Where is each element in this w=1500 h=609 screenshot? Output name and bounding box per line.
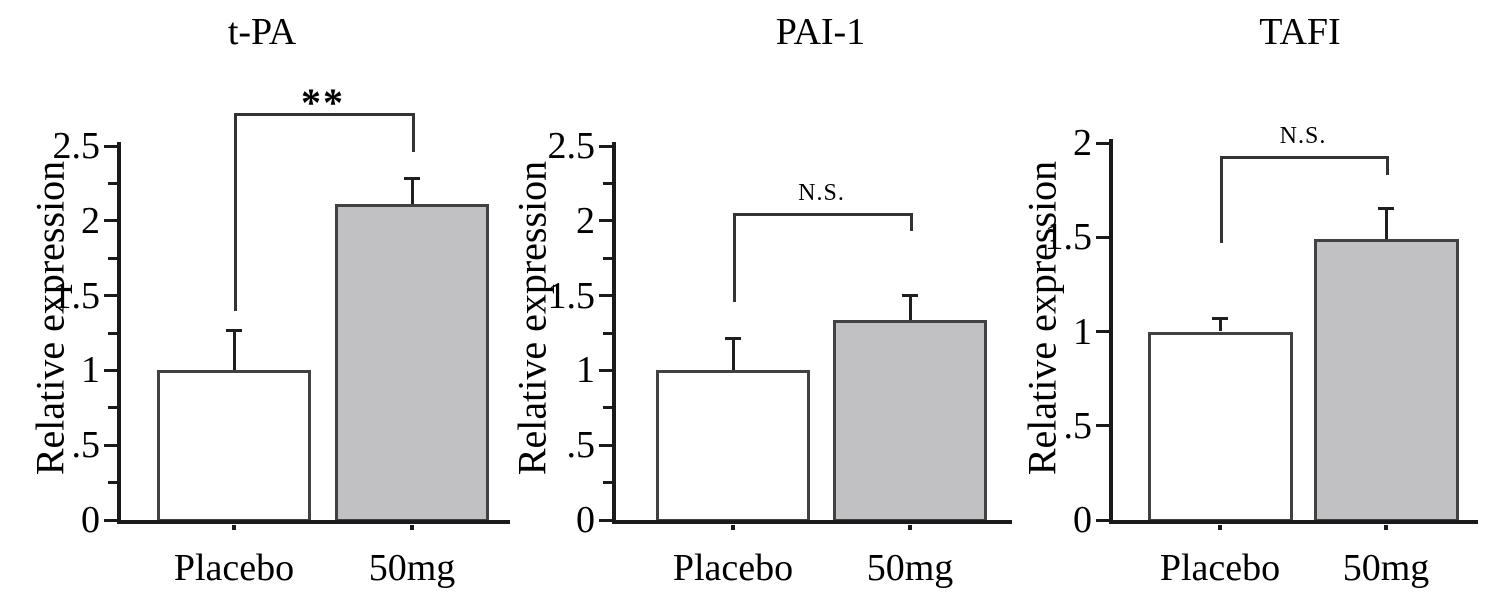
y-tick-minor — [603, 256, 612, 260]
y-tick-major — [1096, 424, 1109, 428]
significance-bracket-right-leg — [412, 113, 415, 152]
error-bar-cap — [1378, 207, 1394, 211]
y-tick-minor — [108, 256, 117, 260]
y-tick-major — [1096, 235, 1109, 239]
y-tick-major — [599, 144, 612, 148]
y-tick-label: 0 — [81, 499, 100, 541]
y-tick-major — [104, 219, 117, 223]
x-category-label: 50mg — [368, 547, 456, 589]
error-bar-stem — [908, 295, 912, 320]
y-tick-minor — [603, 331, 612, 335]
x-tick — [1218, 525, 1222, 530]
chart-title: PAI-1 — [775, 11, 866, 53]
significance-bracket-right-leg — [1386, 156, 1389, 176]
y-tick-minor — [603, 481, 612, 485]
y-tick-major — [599, 518, 612, 522]
y-tick-label: 2 — [1073, 122, 1092, 164]
y-tick-label: 1.5 — [547, 274, 596, 317]
significance-bracket-right-leg — [910, 213, 913, 232]
error-bar-cap — [226, 328, 242, 332]
x-category-label: Placebo — [173, 547, 295, 589]
error-bar-stem — [1384, 208, 1388, 240]
y-tick-label: 1 — [1073, 310, 1092, 353]
y-axis-line — [1109, 139, 1113, 524]
x-tick — [908, 525, 912, 530]
y-tick-label: 2 — [576, 199, 595, 242]
x-category-label: Placebo — [1159, 547, 1281, 589]
y-tick-major — [599, 443, 612, 447]
y-tick-minor — [603, 181, 612, 185]
x-axis-line — [612, 520, 1012, 524]
significance-bracket-left-leg — [1220, 156, 1223, 243]
y-tick-minor — [108, 481, 117, 485]
y-tick-major — [599, 368, 612, 372]
x-category-label: 50mg — [1342, 547, 1430, 589]
y-tick-label: 0 — [576, 499, 595, 541]
y-tick-major — [104, 443, 117, 447]
y-tick-minor — [108, 331, 117, 335]
y-tick-label: 2 — [81, 199, 100, 242]
x-category-label: Placebo — [672, 547, 794, 589]
chart-panel-tafi: TAFI Relative expression 0.5 1 1.5 2 N.S. P… — [1000, 0, 1500, 609]
y-tick-minor — [603, 406, 612, 410]
y-tick-minor — [108, 181, 117, 185]
dose-50mg-bar — [833, 319, 987, 522]
error-bar-cap — [902, 294, 918, 298]
significance-label: ** — [301, 80, 345, 126]
y-tick-major — [1096, 330, 1109, 333]
placebo-bar — [1147, 331, 1293, 522]
y-tick-major — [1096, 518, 1109, 522]
significance-bracket — [1220, 156, 1389, 160]
placebo-bar — [157, 370, 311, 522]
y-tick-label: 1.5 — [52, 274, 101, 317]
error-bar-cap — [725, 337, 741, 341]
dose-50mg-bar — [335, 204, 489, 522]
y-axis-line — [612, 142, 616, 524]
significance-bracket-left-leg — [234, 113, 237, 311]
y-tick-label: 2.5 — [547, 125, 596, 167]
y-tick-minor — [108, 406, 117, 410]
x-tick — [1384, 525, 1388, 530]
error-bar-stem — [731, 338, 735, 371]
x-tick — [232, 525, 236, 530]
y-tick-major — [104, 144, 117, 148]
error-bar-cap — [1212, 316, 1228, 320]
x-tick — [410, 525, 414, 530]
y-tick-label: 0 — [1073, 499, 1092, 541]
significance-bracket-left-leg — [733, 213, 736, 302]
x-tick — [731, 525, 735, 530]
y-tick-label: 2.5 — [52, 125, 101, 167]
chart-title: t-PA — [227, 11, 297, 53]
x-category-label: 50mg — [866, 547, 954, 589]
significance-label: N.S. — [798, 180, 845, 207]
y-tick-major — [104, 368, 117, 372]
y-tick-major — [1096, 141, 1109, 145]
y-tick-major — [599, 294, 612, 298]
chart-title: TAFI — [1259, 11, 1341, 53]
significance-bracket — [733, 213, 913, 217]
significance-label: N.S. — [1279, 123, 1327, 150]
y-tick-major — [104, 518, 117, 522]
error-bar-cap — [404, 177, 420, 181]
y-tick-label: 1 — [81, 349, 100, 392]
error-bar-stem — [1218, 318, 1222, 332]
placebo-bar — [656, 370, 810, 522]
y-tick-label: .5 — [1063, 404, 1093, 447]
x-axis-line — [1109, 520, 1478, 524]
y-tick-label: .5 — [71, 424, 101, 467]
error-bar-stem — [410, 178, 414, 205]
y-tick-label: 1.5 — [1044, 216, 1093, 259]
dose-50mg-bar — [1313, 239, 1459, 522]
error-bar-stem — [232, 330, 236, 371]
y-tick-label: 1 — [576, 349, 595, 392]
significance-bracket — [234, 113, 415, 117]
chart-panel-tpa: t-PA Relative expression 0.5 1 1.5 2 2.5 ** … — [0, 0, 510, 609]
y-axis-line — [117, 142, 121, 524]
y-tick-major — [599, 219, 612, 223]
y-tick-major — [104, 294, 117, 298]
chart-panel-pai1: PAI-1 Relative expression 0.5 1 1.5 2 2.5 N.… — [500, 0, 1012, 609]
y-tick-label: .5 — [566, 424, 596, 467]
x-axis-line — [117, 520, 510, 524]
